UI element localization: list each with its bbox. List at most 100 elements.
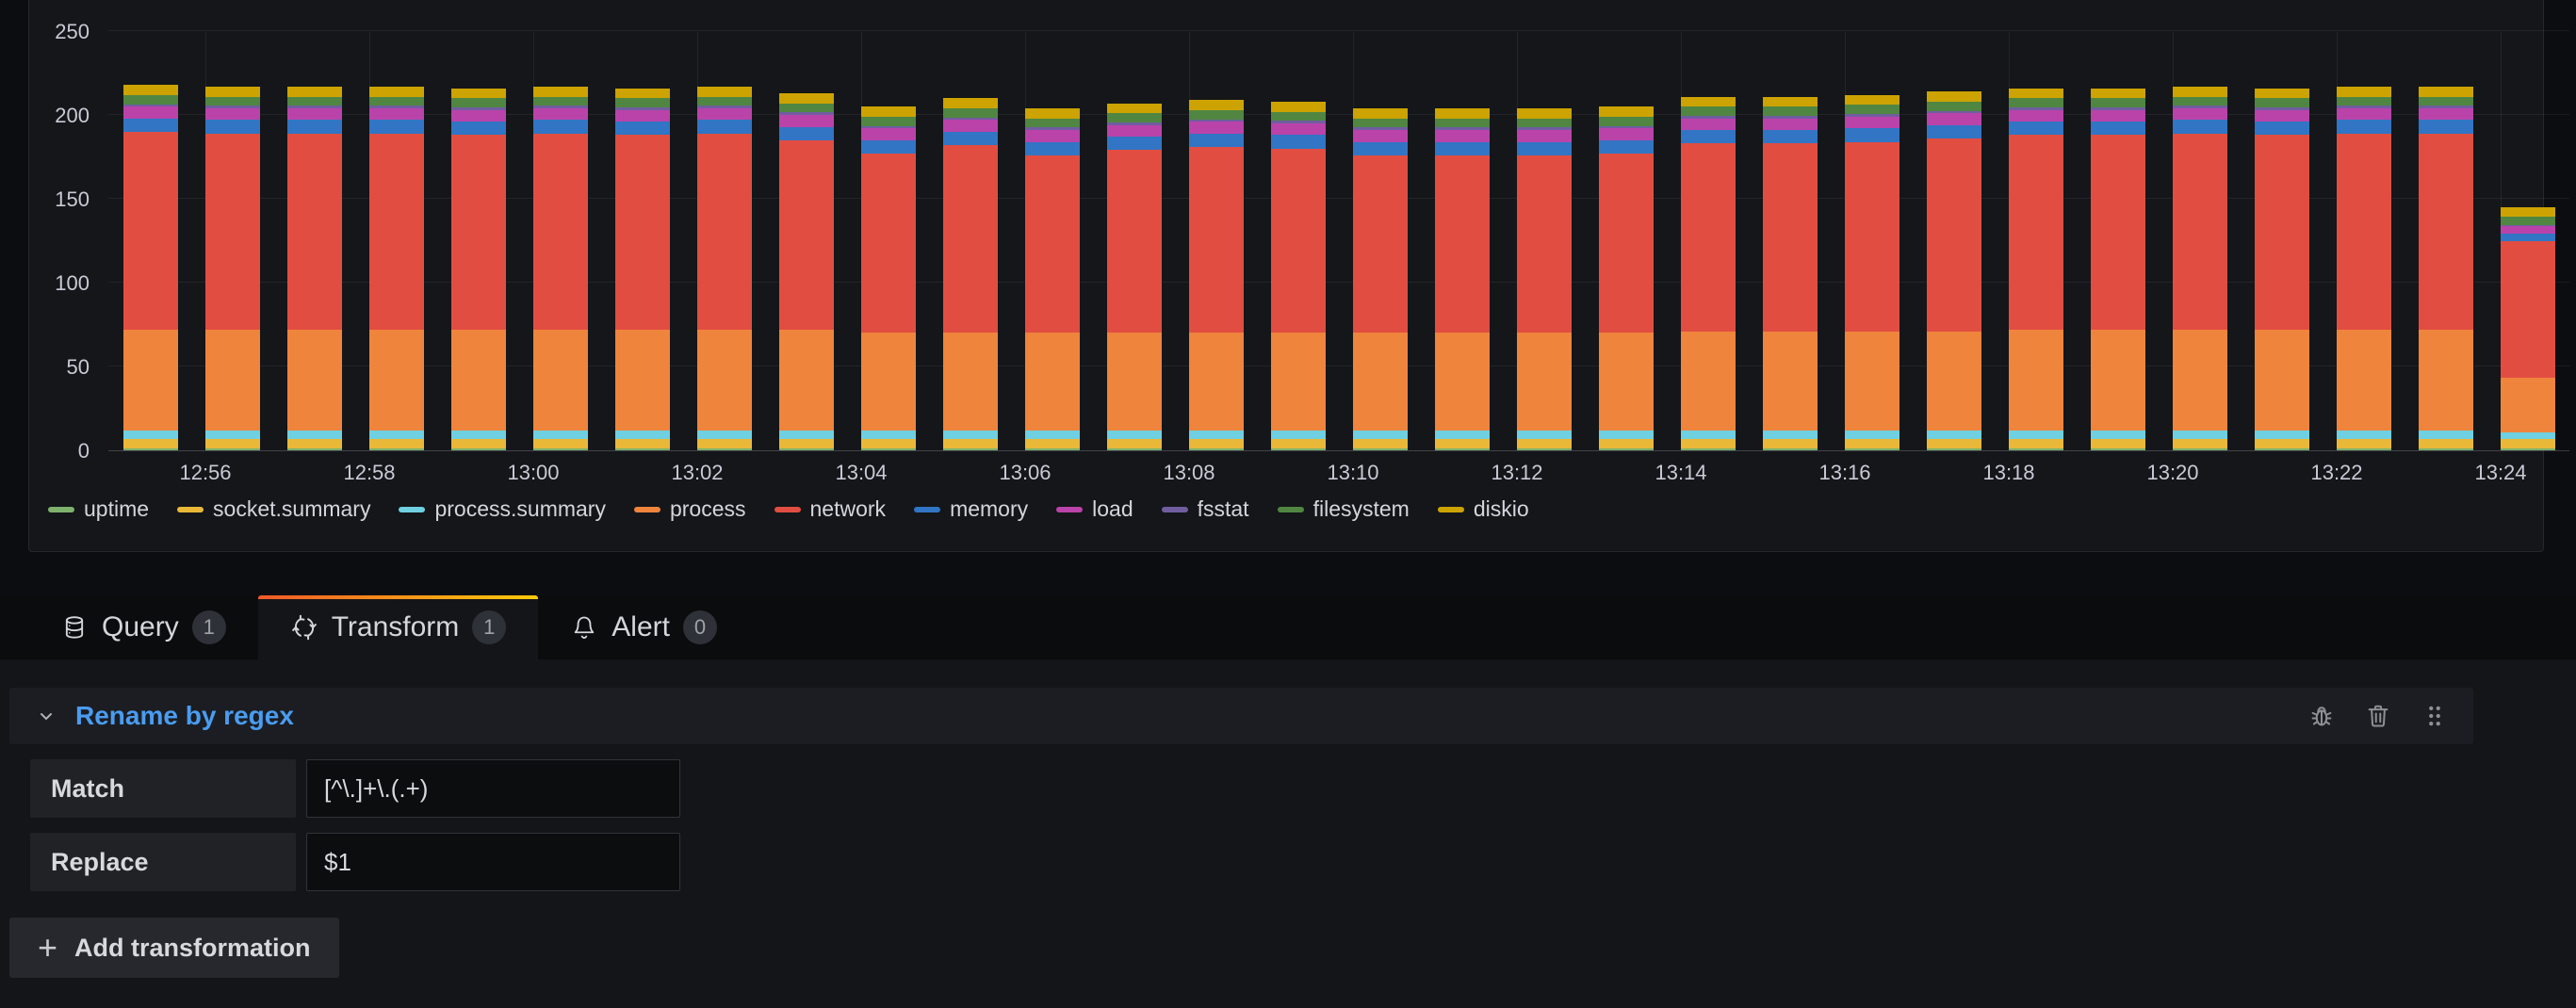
legend-item-uptime[interactable]: uptime <box>48 496 149 522</box>
segment-fsstat <box>1435 127 1490 131</box>
transformation-actions <box>2307 702 2449 730</box>
segment-fsstat <box>615 107 670 110</box>
segment-uptime <box>615 448 670 450</box>
legend-item-process[interactable]: process <box>633 496 746 522</box>
segment-fsstat <box>2091 107 2145 110</box>
segment-socket.summary <box>779 438 834 449</box>
match-input[interactable] <box>306 759 680 818</box>
segment-memory <box>533 120 588 134</box>
segment-network <box>1025 154 1080 333</box>
segment-process.summary <box>1845 430 1899 439</box>
stacked-bar-13:24 <box>2501 207 2555 450</box>
legend-label: filesystem <box>1312 496 1410 521</box>
segment-load <box>1189 122 1244 134</box>
x-tick-label: 13:02 <box>671 461 724 484</box>
tab-alert[interactable]: Alert 0 <box>538 595 749 659</box>
y-tick-label: 200 <box>55 104 90 127</box>
segment-uptime <box>451 448 506 450</box>
segment-process <box>123 329 178 431</box>
segment-socket.summary <box>2419 438 2473 449</box>
segment-process.summary <box>2337 430 2391 439</box>
legend-swatch <box>633 506 660 512</box>
legend-item-fsstat[interactable]: fsstat <box>1161 496 1249 522</box>
stacked-bar-13:03 <box>779 92 834 450</box>
segment-uptime <box>943 448 998 450</box>
legend-item-network[interactable]: network <box>774 496 886 522</box>
segment-filesystem <box>2009 98 2063 108</box>
debug-icon[interactable] <box>2307 702 2336 730</box>
segment-diskio <box>861 106 916 117</box>
collapse-chevron-icon[interactable] <box>34 704 58 728</box>
segment-filesystem <box>2173 96 2227 106</box>
legend-label: diskio <box>1473 496 1529 521</box>
legend-label: process <box>669 496 746 521</box>
segment-socket.summary <box>1845 438 1899 449</box>
segment-fsstat <box>1845 114 1899 117</box>
segment-uptime <box>287 448 342 450</box>
stacked-bar-13:08 <box>1189 100 1244 450</box>
segment-process <box>451 329 506 431</box>
segment-memory <box>779 126 834 140</box>
stacked-bar-12:57 <box>287 86 342 450</box>
segment-network <box>779 139 834 330</box>
segment-diskio <box>1517 107 1572 119</box>
panel-preview-area: 0 50 100 150 200 250 12:56 12:58 13:00 13:02 13:0… <box>28 0 2569 552</box>
segment-load <box>533 107 588 121</box>
legend-label: process.summary <box>434 496 606 521</box>
segment-socket.summary <box>1681 438 1736 449</box>
segment-process <box>2501 377 2555 433</box>
segment-memory <box>369 120 424 134</box>
x-tick-label: 13:20 <box>2146 461 2199 484</box>
segment-diskio <box>123 85 178 95</box>
segment-memory <box>1435 141 1490 155</box>
add-transformation-button[interactable]: + Add transformation <box>9 918 339 978</box>
segment-diskio <box>1845 94 1899 106</box>
segment-network <box>1763 143 1818 332</box>
legend-label: socket.summary <box>213 496 371 521</box>
legend-item-socket.summary[interactable]: socket.summary <box>177 496 370 522</box>
legend-swatch <box>1277 506 1304 512</box>
tab-transform[interactable]: Transform 1 <box>257 595 539 659</box>
segment-network <box>2173 133 2227 330</box>
segment-socket.summary <box>1599 438 1654 449</box>
segment-network <box>369 133 424 330</box>
segment-fsstat <box>1353 127 1408 131</box>
legend-item-process.summary[interactable]: process.summary <box>399 496 606 522</box>
segment-process <box>1353 333 1408 431</box>
segment-uptime <box>1025 448 1080 450</box>
transformation-title[interactable]: Rename by regex <box>75 701 294 730</box>
segment-socket.summary <box>697 438 752 449</box>
legend-swatch <box>399 506 426 512</box>
segment-load <box>2173 107 2227 121</box>
segment-filesystem <box>1189 109 1244 120</box>
x-tick-label: 12:56 <box>179 461 232 484</box>
segment-process <box>615 329 670 431</box>
segment-diskio <box>369 86 424 97</box>
segment-socket.summary <box>123 438 178 449</box>
segment-load <box>369 107 424 121</box>
segment-memory <box>1845 128 1899 142</box>
segment-uptime <box>1845 448 1899 450</box>
tab-alert-count: 0 <box>682 610 717 644</box>
stacked-bar-13:07 <box>1107 103 1162 450</box>
legend-item-memory[interactable]: memory <box>914 496 1028 522</box>
replace-input[interactable] <box>306 833 680 891</box>
y-tick-label: 0 <box>77 439 90 463</box>
segment-filesystem <box>1107 113 1162 123</box>
delete-icon[interactable] <box>2364 702 2392 730</box>
legend-item-filesystem[interactable]: filesystem <box>1277 496 1410 522</box>
segment-memory <box>451 122 506 136</box>
segment-process <box>287 329 342 431</box>
drag-handle-icon[interactable] <box>2421 702 2449 730</box>
gridline <box>108 198 2569 199</box>
tab-query[interactable]: Query 1 <box>28 595 258 659</box>
segment-network <box>1435 154 1490 333</box>
segment-load <box>1107 124 1162 138</box>
segment-memory <box>2091 122 2145 136</box>
segment-memory <box>1927 124 1981 138</box>
y-tick-label: 250 <box>55 20 90 43</box>
legend-item-load[interactable]: load <box>1056 496 1133 522</box>
legend-item-diskio[interactable]: diskio <box>1437 496 1529 522</box>
segment-uptime <box>697 448 752 450</box>
legend-swatch <box>774 506 801 512</box>
